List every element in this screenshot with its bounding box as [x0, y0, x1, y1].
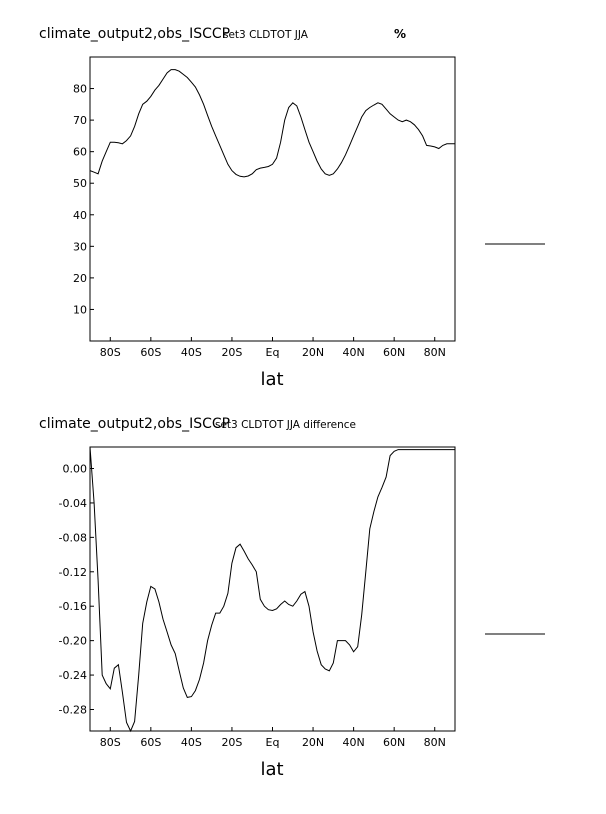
y-tick-label: -0.24 — [59, 669, 87, 682]
chart-units: % — [394, 27, 406, 41]
x-tick-label: 40S — [181, 736, 202, 749]
x-tick-label: 60N — [383, 736, 405, 749]
y-tick-label: 40 — [73, 209, 87, 222]
y-tick-label: 70 — [73, 114, 87, 127]
x-tick-label: 40S — [181, 346, 202, 359]
chart-subtitle: set3 CLDTOT JJA — [223, 29, 309, 41]
x-tick-label: 20S — [221, 346, 242, 359]
x-tick-label: 80S — [100, 346, 121, 359]
x-tick-label: 60S — [140, 346, 161, 359]
y-tick-label: 20 — [73, 272, 87, 285]
x-tick-label: 80N — [424, 736, 446, 749]
x-tick-label: 60N — [383, 346, 405, 359]
series-line — [89, 446, 455, 733]
x-tick-label: Eq — [266, 736, 280, 749]
y-tick-label: -0.16 — [59, 600, 87, 613]
chart-subtitle: set3 CLDTOT JJA difference — [215, 419, 356, 431]
y-tick-label: -0.04 — [59, 497, 87, 510]
chart-title: climate_output2,obs_ISCCP — [39, 416, 230, 432]
y-tick-label: 0.00 — [63, 463, 88, 476]
x-tick-label: 20N — [302, 346, 324, 359]
y-tick-label: -0.20 — [59, 635, 87, 648]
x-tick-label: 20N — [302, 736, 324, 749]
panel-cloud-total-difference: climate_output2,obs_ISCCP set3 CLDTOT JJ… — [39, 416, 545, 780]
y-tick-label: -0.08 — [59, 531, 87, 544]
y-tick-label: 10 — [73, 303, 87, 316]
y-tick-label: 60 — [73, 146, 87, 159]
y-tick-label: 30 — [73, 240, 87, 253]
x-axis-label: lat — [260, 369, 283, 390]
x-axis-label: lat — [260, 759, 283, 780]
x-tick-label: 40N — [342, 346, 364, 359]
x-tick-label: 80N — [424, 346, 446, 359]
series-line — [89, 69, 455, 178]
y-tick-label: -0.28 — [59, 703, 87, 716]
y-tick-label: 80 — [73, 83, 87, 96]
panel-cloud-total: climate_output2,obs_ISCCP set3 CLDTOT JJ… — [39, 26, 545, 390]
x-tick-label: Eq — [266, 346, 280, 359]
y-axis: 0.00 -0.04 -0.08 -0.12 -0.16 -0.20 -0.24 -0.28 — [59, 463, 94, 716]
x-tick-label: 80S — [100, 736, 121, 749]
y-tick-label: 50 — [73, 177, 87, 190]
plot-frame — [89, 446, 456, 732]
x-axis: 80S 60S 40S 20S Eq 20N 40N 60N 80N — [100, 727, 446, 749]
plot-frame — [89, 56, 456, 342]
x-tick-label: 40N — [342, 736, 364, 749]
y-tick-label: -0.12 — [59, 566, 87, 579]
x-axis: 80S 60S 40S 20S Eq 20N 40N 60N 80N — [100, 337, 446, 359]
x-tick-label: 20S — [221, 736, 242, 749]
chart-title: climate_output2,obs_ISCCP — [39, 26, 230, 42]
x-tick-label: 60S — [140, 736, 161, 749]
y-axis: 10 20 30 40 50 60 70 80 — [73, 83, 94, 316]
